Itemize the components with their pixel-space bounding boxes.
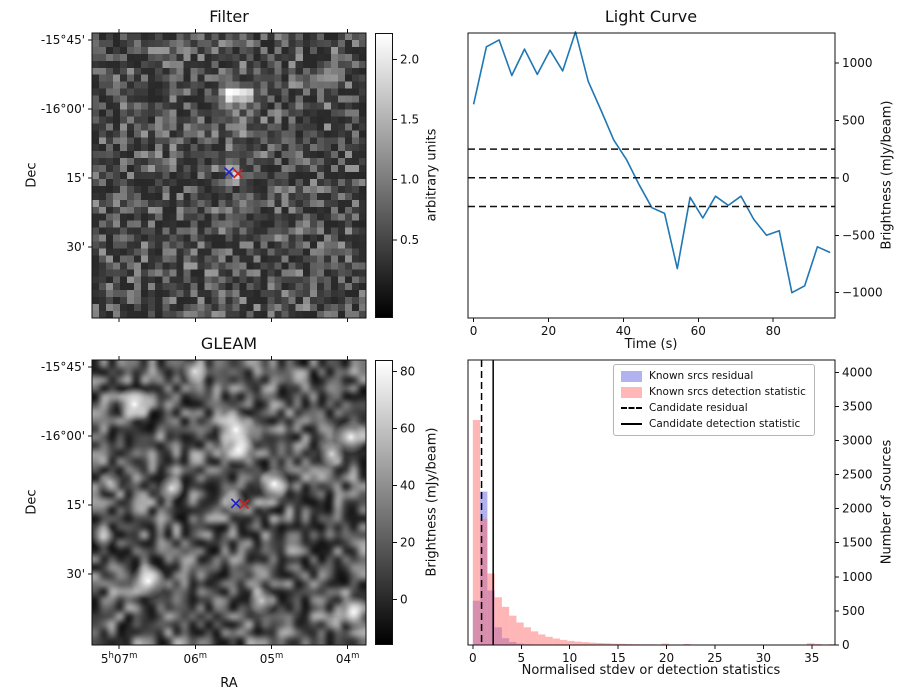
gleam-candidate-markers [230,498,250,510]
svg-text:60: 60 [691,324,706,338]
legend-swatch-solid-line [621,423,642,425]
svg-text:−1000: −1000 [842,286,883,300]
gleam-title: GLEAM [200,334,258,353]
histogram-axes: 0 5 10 15 20 25 30 35 0 500 1000 1500 2000 2500 3000 35… [469,365,873,665]
svg-text:30': 30' [66,567,85,581]
legend-label-candidate-detection-statistic: Candidate detection statistic [649,418,801,430]
gleam-colorbar-label: Brightness (mJy/beam) [424,427,440,577]
svg-text:0: 0 [842,171,850,185]
hist-series-1 [472,420,835,645]
svg-text:1000: 1000 [842,56,873,70]
filter-heatmap-image [92,33,366,318]
svg-text:4000: 4000 [842,365,873,379]
svg-text:5h07m: 5h07m [101,651,138,666]
svg-text:20: 20 [659,651,674,665]
svg-text:-15°45': -15°45' [41,360,85,374]
histogram-spine [467,359,836,646]
legend-label-known-residual: Known srcs residual [649,370,754,382]
filter-ylabel: Dec [24,162,40,188]
svg-text:-16°00': -16°00' [41,429,85,443]
svg-text:-15°45': -15°45' [41,33,85,47]
legend-swatch-known-detection-statistic [621,386,642,398]
svg-text:15': 15' [66,498,85,512]
legend-swatch-known-residual [621,370,642,382]
svg-text:500: 500 [842,113,865,127]
svg-text:0: 0 [470,324,478,338]
svg-text:30: 30 [756,651,771,665]
svg-text:20: 20 [400,535,415,549]
histogram-legend: Known srcs residual Known srcs detection… [613,364,815,436]
filter-title: Filter [209,7,249,26]
svg-text:40: 40 [616,324,631,338]
gleam-colorbar [375,360,393,645]
svg-text:-16°00': -16°00' [41,102,85,116]
svg-text:2000: 2000 [842,502,873,516]
svg-text:1000: 1000 [842,570,873,584]
svg-text:15': 15' [66,171,85,185]
light-curve-spine [467,32,836,319]
svg-text:0: 0 [400,592,408,606]
svg-text:05m: 05m [260,651,284,666]
histogram-xlabel: Normalised stdev or detection statistics [521,663,781,678]
svg-text:25: 25 [707,651,722,665]
filter-colorbar [375,33,393,318]
legend-swatch-dashed-line [621,407,642,409]
svg-text:1500: 1500 [842,536,873,550]
filter-candidate-markers [223,166,244,179]
legend-item-known-residual: Known srcs residual [621,370,806,382]
light-curve-axes: 0 20 40 60 80 1000 500 0 −500 −1000 [468,31,883,338]
svg-text:1.5: 1.5 [400,113,419,127]
svg-text:0.5: 0.5 [400,233,419,247]
svg-text:60: 60 [400,421,415,435]
light-curve-ylabel: Brightness (mJy/beam) [879,100,895,250]
svg-text:30': 30' [66,240,85,254]
gleam-heatmap-image [92,360,366,645]
svg-text:35: 35 [804,651,819,665]
legend-item-candidate-detection-statistic: Candidate detection statistic [621,418,806,430]
gleam-ylabel: Dec [24,489,40,515]
svg-text:20: 20 [541,324,556,338]
light-curve-title: Light Curve [604,7,698,26]
light-curve-xlabel: Time (s) [624,337,678,352]
legend-item-candidate-residual: Candidate residual [621,402,806,414]
svg-text:80: 80 [400,364,415,378]
filter-spine [91,32,367,319]
svg-text:80: 80 [766,324,781,338]
svg-text:40: 40 [400,478,415,492]
filter-colorbar-label: arbitrary units [424,128,440,222]
svg-text:15: 15 [610,651,625,665]
svg-text:3000: 3000 [842,433,873,447]
legend-label-candidate-residual: Candidate residual [649,402,748,414]
svg-text:06m: 06m [184,651,208,666]
histogram-ylabel: Number of Sources [879,439,895,565]
gleam-xlabel: RA [220,676,238,691]
svg-text:1.0: 1.0 [400,173,419,187]
svg-text:2.0: 2.0 [400,52,419,66]
svg-text:500: 500 [842,604,865,618]
svg-text:5: 5 [517,651,525,665]
svg-text:−500: −500 [842,228,875,242]
filter-axes: -15°45' -16°00' 15' 30' 0.5 1.0 1.5 2.0 [41,29,419,322]
legend-label-known-detection-statistic: Known srcs detection statistic [649,386,806,398]
svg-text:0: 0 [469,651,477,665]
gleam-spine [91,359,367,646]
svg-text:2500: 2500 [842,468,873,482]
legend-item-known-detection-statistic: Known srcs detection statistic [621,386,806,398]
gleam-axes: -15°45' -16°00' 15' 30' 5h07m 06m 05m 04m 0 20 40 6… [41,356,415,666]
svg-text:3500: 3500 [842,399,873,413]
light-curve-line [472,31,831,294]
svg-text:0: 0 [842,638,850,652]
svg-text:10: 10 [562,651,577,665]
svg-text:04m: 04m [336,651,360,666]
